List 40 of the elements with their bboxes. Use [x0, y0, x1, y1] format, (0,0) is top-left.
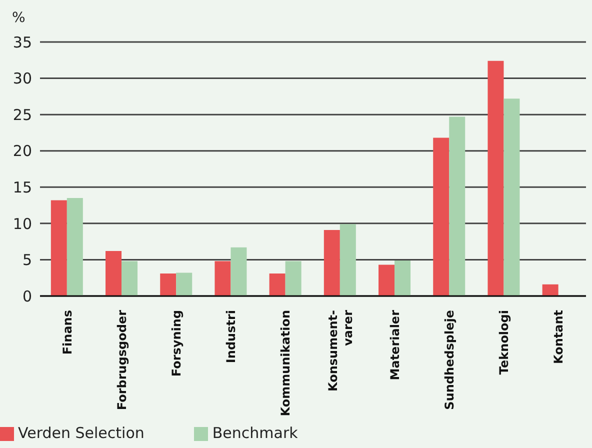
y-axis-title: %	[12, 10, 26, 26]
x-tick-label: Kontant	[552, 310, 566, 364]
bar	[285, 261, 302, 296]
bar	[449, 116, 466, 296]
y-tick-label: 5	[22, 251, 32, 270]
y-tick-label: 25	[12, 106, 32, 124]
bar	[324, 230, 340, 296]
bar	[269, 274, 286, 296]
bar	[378, 264, 395, 296]
bar	[340, 224, 356, 296]
x-tick-label: Kommunikation	[278, 310, 293, 416]
y-tick-label: 15	[12, 178, 32, 196]
x-tick-label: Sundhedspleje	[442, 310, 456, 410]
y-tick-label: 20	[12, 142, 32, 160]
bar	[488, 60, 504, 296]
bar	[230, 247, 247, 296]
bar	[122, 261, 138, 296]
legend-label: Verden Selection	[18, 424, 144, 442]
x-tick-label: Teknologi	[497, 310, 512, 375]
y-tick-label: 35	[12, 33, 32, 52]
x-tick-label: Konsument- varer	[326, 310, 355, 392]
bar	[66, 198, 83, 296]
bar	[50, 200, 67, 296]
x-tick-label: Industri	[224, 310, 238, 364]
bar	[176, 272, 192, 296]
x-tick-label: Forsyning	[170, 310, 184, 377]
bar	[214, 261, 231, 296]
y-tick-label: 30	[12, 70, 32, 88]
bar	[504, 98, 520, 296]
y-tick-label: 0	[22, 287, 32, 306]
y-tick-label: 10	[12, 214, 32, 233]
bar	[160, 274, 176, 296]
legend-label: Benchmark	[212, 424, 298, 442]
bar	[542, 284, 558, 296]
x-tick-label: Materialer	[388, 310, 402, 380]
x-tick-label: Forbrugsgoder	[114, 310, 129, 410]
x-tick-label: Finans	[60, 310, 74, 355]
bar	[106, 251, 122, 296]
bar	[433, 138, 450, 296]
bar	[394, 260, 411, 296]
